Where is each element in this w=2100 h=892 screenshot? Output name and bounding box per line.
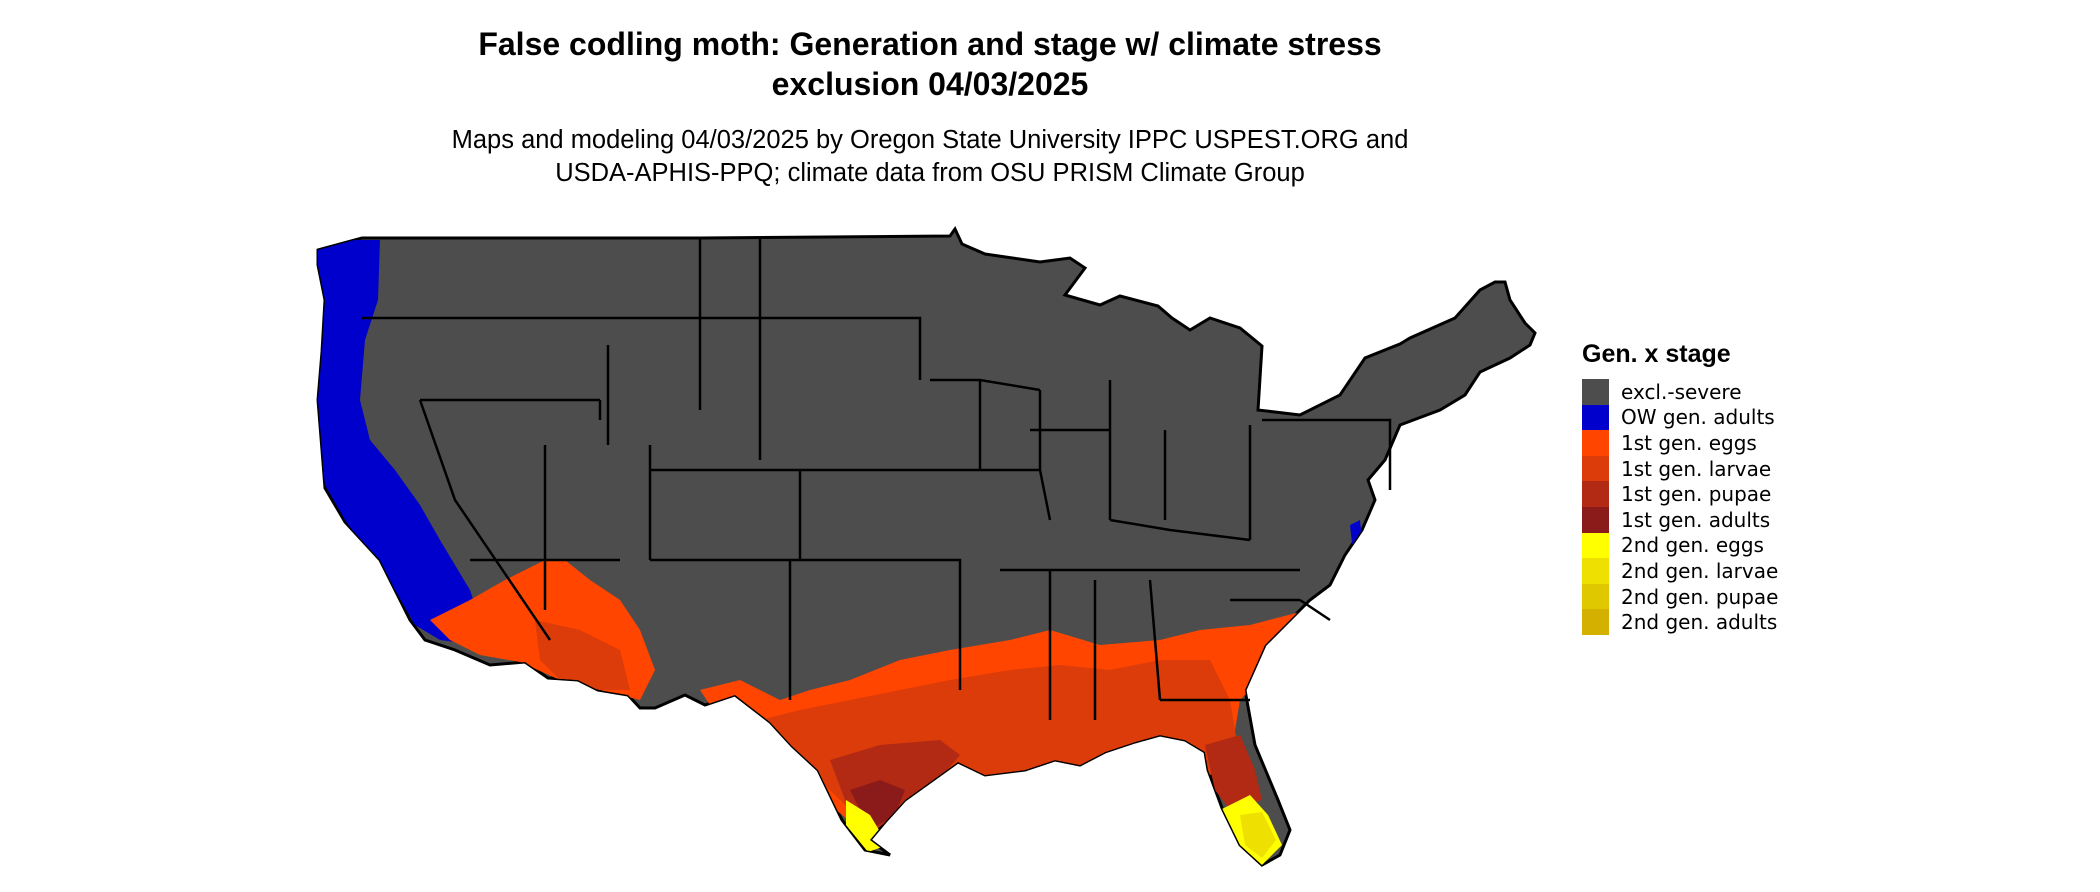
legend-item: 2nd gen. larvae [1582, 558, 1778, 584]
legend-swatch [1582, 583, 1609, 610]
legend-label: 1st gen. adults [1621, 507, 1771, 532]
legend: Gen. x stage excl.-severe OW gen. adults 1… [1582, 340, 1778, 635]
legend-item: 1st gen. eggs [1582, 430, 1778, 456]
legend-label: 1st gen. eggs [1621, 430, 1757, 455]
legend-swatch [1582, 404, 1609, 431]
legend-label: 2nd gen. larvae [1621, 558, 1779, 583]
title-line-1: False codling moth: Generation and stage… [478, 26, 1382, 62]
legend-items: excl.-severe OW gen. adults 1st gen. eggs 1… [1582, 379, 1778, 635]
legend-swatch [1582, 455, 1609, 482]
legend-item: 1st gen. pupae [1582, 481, 1778, 507]
florida-1st-pupae-region [1205, 735, 1262, 810]
legend-label: OW gen. adults [1621, 405, 1775, 430]
legend-item: excl.-severe [1582, 379, 1778, 405]
legend-label: 1st gen. pupae [1621, 482, 1772, 507]
legend-swatch [1582, 506, 1609, 533]
legend-swatch [1582, 532, 1609, 559]
legend-title: Gen. x stage [1582, 340, 1731, 368]
legend-label: 2nd gen. adults [1621, 610, 1778, 635]
map-title: False codling moth: Generation and stage… [330, 24, 1530, 104]
legend-label: 1st gen. larvae [1621, 456, 1772, 481]
legend-swatch [1582, 481, 1609, 507]
subtitle-line-1: Maps and modeling 04/03/2025 by Oregon S… [451, 126, 1409, 154]
florida-2nd-larvae-region [1240, 812, 1276, 858]
legend-label: excl.-severe [1621, 379, 1742, 404]
map-subtitle: Maps and modeling 04/03/2025 by Oregon S… [330, 124, 1530, 190]
northern-plains-border [362, 238, 1392, 720]
legend-label: 2nd gen. pupae [1621, 584, 1779, 609]
legend-item: 1st gen. larvae [1582, 455, 1778, 482]
title-line-2: exclusion 04/03/2025 [771, 66, 1089, 102]
legend-swatch [1582, 379, 1609, 405]
nc-coast-1st-eggs-region [1335, 580, 1372, 615]
state-borders [362, 238, 1392, 720]
legend-item: 2nd gen. adults [1582, 609, 1778, 635]
legend-item: OW gen. adults [1582, 404, 1778, 431]
legend-swatch [1582, 430, 1609, 456]
legend-swatch [1582, 558, 1609, 584]
legend-item: 2nd gen. eggs [1582, 532, 1778, 559]
legend-item: 1st gen. adults [1582, 506, 1778, 533]
subtitle-line-2: USDA-APHIS-PPQ; climate data from OSU PR… [555, 159, 1305, 187]
legend-item: 2nd gen. pupae [1582, 583, 1779, 610]
west-coast-ow-adults-region [318, 240, 500, 645]
arizona-1st-larvae-region [535, 620, 630, 690]
legend-label: 2nd gen. eggs [1621, 533, 1764, 558]
legend-swatch [1582, 609, 1609, 635]
